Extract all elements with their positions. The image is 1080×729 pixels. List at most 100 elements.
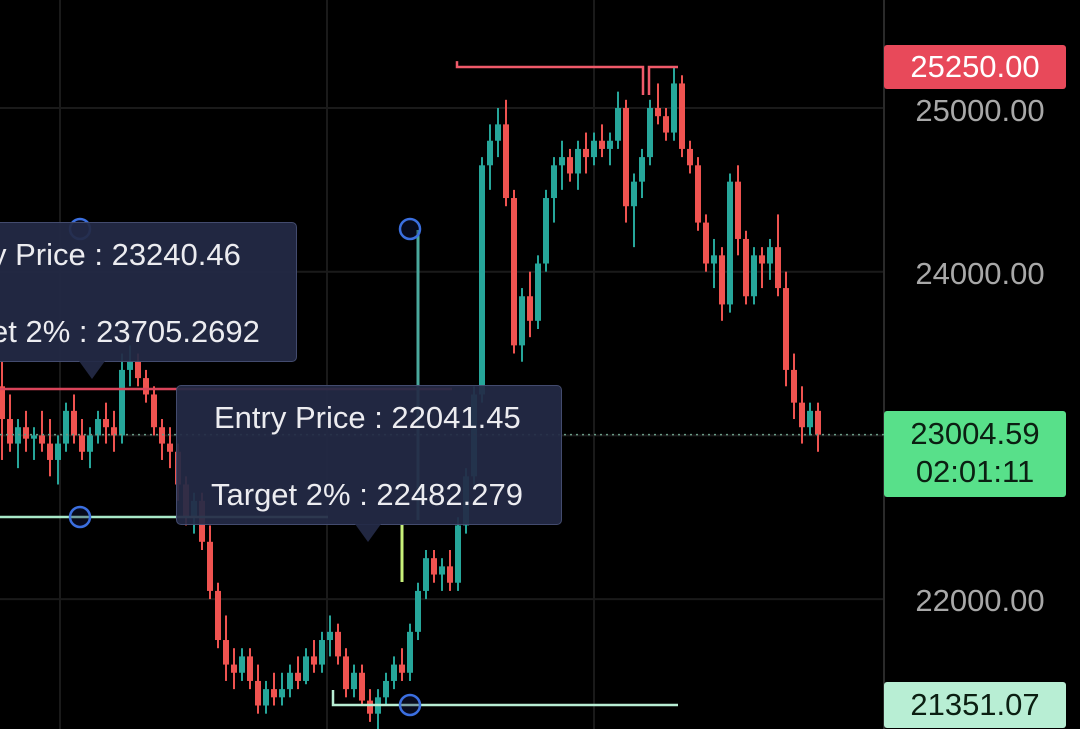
candle-body[interactable] bbox=[351, 672, 357, 690]
candle-body[interactable] bbox=[751, 255, 757, 297]
candle-body[interactable] bbox=[231, 664, 237, 673]
candle-body[interactable] bbox=[159, 427, 165, 444]
candle-body[interactable] bbox=[103, 419, 109, 428]
candle-body[interactable] bbox=[367, 700, 373, 714]
low-level-line[interactable] bbox=[331, 690, 678, 707]
candle-body[interactable] bbox=[743, 238, 749, 297]
candle-body[interactable] bbox=[519, 296, 525, 346]
candle-body[interactable] bbox=[807, 410, 813, 428]
candle-body[interactable] bbox=[303, 656, 309, 681]
candle-body[interactable] bbox=[215, 590, 221, 641]
candle-body[interactable] bbox=[607, 140, 613, 149]
candle-body[interactable] bbox=[143, 378, 149, 395]
candle-body[interactable] bbox=[87, 435, 93, 452]
candle-body[interactable] bbox=[535, 263, 541, 321]
candle-body[interactable] bbox=[431, 558, 437, 575]
candle-body[interactable] bbox=[247, 656, 253, 681]
candle-body[interactable] bbox=[335, 631, 341, 657]
candle-body[interactable] bbox=[767, 247, 773, 264]
drag-handle[interactable] bbox=[398, 693, 422, 717]
candle-body[interactable] bbox=[543, 198, 549, 264]
candle-body[interactable] bbox=[647, 108, 653, 158]
drag-handle[interactable] bbox=[398, 217, 422, 241]
candle-body[interactable] bbox=[23, 427, 29, 439]
candle-body[interactable] bbox=[119, 369, 125, 436]
candle-body[interactable] bbox=[639, 157, 645, 182]
drag-handle[interactable] bbox=[68, 505, 92, 529]
candle-body[interactable] bbox=[279, 689, 285, 698]
candle-body[interactable] bbox=[15, 427, 21, 444]
candle-body[interactable] bbox=[343, 656, 349, 690]
candle-body[interactable] bbox=[223, 640, 229, 665]
candle-body[interactable] bbox=[711, 255, 717, 264]
high-level-line[interactable] bbox=[455, 61, 645, 95]
candle-body[interactable] bbox=[559, 157, 565, 166]
candle-body[interactable] bbox=[239, 656, 245, 673]
candle-body[interactable] bbox=[439, 566, 445, 575]
candle-body[interactable] bbox=[31, 435, 37, 439]
candle-body[interactable] bbox=[487, 140, 493, 166]
candle-body[interactable] bbox=[503, 124, 509, 199]
candle-body[interactable] bbox=[815, 410, 821, 435]
candle-body[interactable] bbox=[719, 255, 725, 305]
candle-body[interactable] bbox=[783, 288, 789, 370]
candle-body[interactable] bbox=[591, 140, 597, 158]
candle-body[interactable] bbox=[447, 566, 453, 583]
high-level-line[interactable] bbox=[647, 65, 678, 95]
candle-body[interactable] bbox=[663, 116, 669, 133]
candle-body[interactable] bbox=[295, 672, 301, 681]
candle-body[interactable] bbox=[79, 435, 85, 452]
candle-body[interactable] bbox=[455, 525, 461, 583]
candle-body[interactable] bbox=[735, 181, 741, 239]
candle-body[interactable] bbox=[207, 541, 213, 591]
candle-body[interactable] bbox=[583, 148, 589, 158]
candle-body[interactable] bbox=[415, 590, 421, 632]
candle-body[interactable] bbox=[599, 140, 605, 149]
candle-body[interactable] bbox=[567, 157, 573, 174]
candle-body[interactable] bbox=[775, 247, 781, 289]
candle-body[interactable] bbox=[287, 672, 293, 690]
candle-body[interactable] bbox=[0, 386, 5, 420]
candle-body[interactable] bbox=[47, 443, 53, 460]
candle-body[interactable] bbox=[679, 83, 685, 149]
candle-body[interactable] bbox=[423, 558, 429, 591]
candle-body[interactable] bbox=[55, 443, 61, 460]
candle-body[interactable] bbox=[255, 680, 261, 706]
candle-body[interactable] bbox=[623, 108, 629, 207]
candle-body[interactable] bbox=[671, 83, 677, 133]
candle-body[interactable] bbox=[319, 640, 325, 665]
candle-body[interactable] bbox=[383, 680, 389, 698]
candle-body[interactable] bbox=[479, 165, 485, 395]
candle-body[interactable] bbox=[63, 410, 69, 444]
candle-body[interactable] bbox=[727, 181, 733, 305]
candle-body[interactable] bbox=[695, 165, 701, 223]
candle-body[interactable] bbox=[511, 198, 517, 346]
candle-body[interactable] bbox=[311, 656, 317, 665]
candle-body[interactable] bbox=[407, 631, 413, 673]
candle-body[interactable] bbox=[95, 419, 101, 436]
candle-body[interactable] bbox=[399, 664, 405, 673]
candle-body[interactable] bbox=[799, 402, 805, 428]
candle-body[interactable] bbox=[263, 689, 269, 706]
candle-body[interactable] bbox=[327, 631, 333, 641]
candle-body[interactable] bbox=[703, 222, 709, 264]
candle-body[interactable] bbox=[575, 148, 581, 174]
candle-body[interactable] bbox=[127, 361, 133, 370]
candle-body[interactable] bbox=[391, 664, 397, 681]
candle-body[interactable] bbox=[687, 148, 693, 166]
candle-body[interactable] bbox=[655, 108, 661, 117]
candle-body[interactable] bbox=[615, 108, 621, 141]
candle-body[interactable] bbox=[759, 255, 765, 264]
candle-body[interactable] bbox=[39, 435, 45, 444]
candle-body[interactable] bbox=[71, 410, 77, 436]
candle-body[interactable] bbox=[551, 165, 557, 199]
candle-body[interactable] bbox=[111, 427, 117, 436]
candle-body[interactable] bbox=[7, 419, 13, 444]
candle-body[interactable] bbox=[631, 181, 637, 207]
candle-body[interactable] bbox=[271, 689, 277, 698]
candle-body[interactable] bbox=[791, 369, 797, 403]
candle-body[interactable] bbox=[167, 443, 173, 452]
candle-body[interactable] bbox=[527, 296, 533, 321]
candle-body[interactable] bbox=[359, 672, 365, 701]
